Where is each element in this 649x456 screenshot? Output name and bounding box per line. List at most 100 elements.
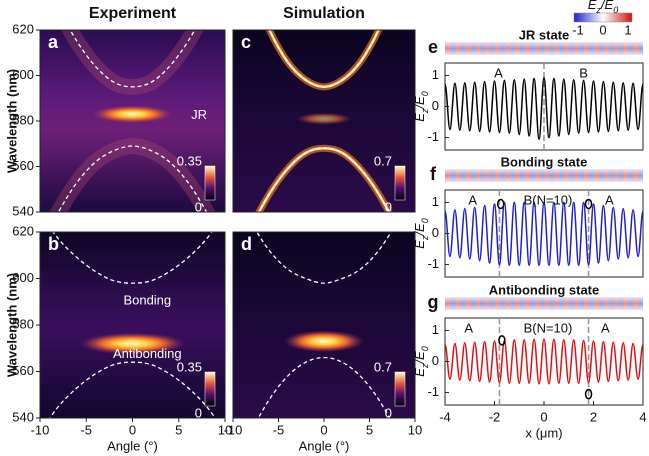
region-label: A (468, 192, 477, 207)
panel-title: JR state (519, 27, 570, 42)
x-axis-label: Angle (°) (107, 438, 158, 453)
y-axis-label: Ez/E0 (412, 91, 430, 121)
dispersion-curve (69, 30, 196, 88)
x-tick-label: -10 (224, 422, 243, 437)
x-tick-label: -4 (439, 409, 451, 424)
heatmap (40, 232, 225, 418)
dispersion-curve (268, 30, 380, 88)
dispersion-curve (258, 147, 390, 212)
y-axis-label-part: E (412, 240, 427, 249)
bright-spot (91, 105, 174, 124)
bright-spot (79, 332, 186, 355)
y-axis-label-part: /E (412, 351, 427, 365)
panel-title: Bonding state (501, 154, 588, 169)
y-tick-label: 560 (12, 158, 34, 173)
x-tick-label: 10 (218, 422, 232, 437)
region-label: B(N=10) (524, 192, 573, 207)
y-tick-label: -1 (427, 129, 439, 144)
colorbar-title-part: 0 (613, 5, 618, 15)
colorbar (394, 371, 406, 407)
node-marker (584, 198, 593, 210)
colorbar-tick-label: 0.7 (374, 359, 392, 374)
dispersion-curve (257, 356, 391, 418)
colorbar-title-part: z (595, 5, 601, 15)
y-axis-label: Wavelength (nm) (4, 69, 19, 173)
field-colorbar (573, 12, 633, 23)
field-strip-fade (445, 297, 643, 310)
bright-spot (295, 112, 353, 125)
y-axis-label: Wavelength (nm) (4, 273, 19, 377)
panel-letter: b (48, 234, 59, 254)
node-marker (498, 335, 506, 346)
x-tick-label: 2 (590, 409, 597, 424)
y-axis-label: Ez/E0 (412, 218, 430, 248)
dispersion-curve (256, 232, 392, 284)
dispersion-curve (57, 145, 208, 212)
panel-letter: g (428, 292, 439, 312)
bright-spot (283, 330, 365, 353)
y-axis-label: Ez/E0 (412, 346, 430, 376)
colorbar-tick-label: 0.7 (374, 153, 392, 168)
colorbar-tick-label: 0.35 (177, 359, 202, 374)
y-tick-label: 620 (12, 223, 34, 238)
y-axis-label-part: /E (412, 96, 427, 110)
colorbar-tick-label: 1 (624, 22, 631, 37)
y-axis-label-part: E (412, 368, 427, 377)
annotation: Bonding (123, 292, 171, 307)
region-label: A (605, 192, 614, 207)
region-label: B (579, 65, 588, 80)
field-line (444, 338, 644, 385)
x-tick-label: -10 (31, 422, 50, 437)
y-tick-label: 600 (12, 270, 34, 285)
y-axis-label-part: z (420, 108, 430, 114)
y-axis-label-part: 0 (420, 91, 430, 96)
y-tick-label: 580 (12, 316, 34, 331)
colorbar (394, 165, 406, 201)
frame (232, 29, 416, 213)
y-tick-label: 600 (12, 67, 34, 82)
annotation: Antibonding (113, 346, 182, 361)
y-tick-label: 620 (12, 21, 34, 36)
field-line (444, 201, 644, 266)
y-axis-label-part: /E (412, 223, 427, 237)
y-axis-label-part: 0 (420, 346, 430, 351)
y-tick-label: 0 (432, 353, 439, 368)
y-tick-label: 540 (12, 203, 34, 218)
panel-letter: a (48, 32, 59, 52)
y-tick-label: 560 (12, 363, 34, 378)
node-marker (584, 388, 593, 400)
colorbar-tick-label: 0 (195, 405, 202, 420)
y-tick-label: 0 (432, 225, 439, 240)
colorbar-tick-label: -1 (572, 22, 584, 37)
colorbar-tick-label: 0 (195, 199, 202, 214)
dispersion-curve (48, 361, 217, 418)
x-tick-label: 4 (639, 409, 646, 424)
heatmap (233, 232, 415, 418)
y-axis-label-part: 0 (420, 218, 430, 223)
annotation: JR (191, 107, 207, 122)
heatmap (40, 30, 225, 212)
panel-title: Antibonding state (489, 282, 600, 297)
frame (444, 317, 644, 406)
y-tick-label: 540 (12, 409, 34, 424)
y-tick-label: -1 (427, 384, 439, 399)
x-axis-label: Angle (°) (299, 438, 350, 453)
panel-letter: c (241, 32, 251, 52)
panel-letter: f (430, 164, 437, 184)
y-tick-label: 1 (432, 322, 439, 337)
colorbar-tick-label: 0 (385, 199, 392, 214)
x-tick-label: 0 (540, 409, 547, 424)
colorbar (204, 371, 216, 407)
x-tick-label: 5 (366, 422, 373, 437)
region-label: A (494, 65, 503, 80)
panel-letter: e (428, 37, 438, 57)
region-label: A (464, 320, 473, 335)
colorbar-title-part: /E (600, 0, 614, 12)
colorbar-title: Ez/E0 (588, 0, 618, 15)
heatmap-background (233, 232, 415, 418)
node-marker (496, 198, 505, 210)
y-tick-label: 0 (432, 98, 439, 113)
y-axis-label-part: z (420, 363, 430, 369)
column-title: Simulation (283, 5, 365, 22)
